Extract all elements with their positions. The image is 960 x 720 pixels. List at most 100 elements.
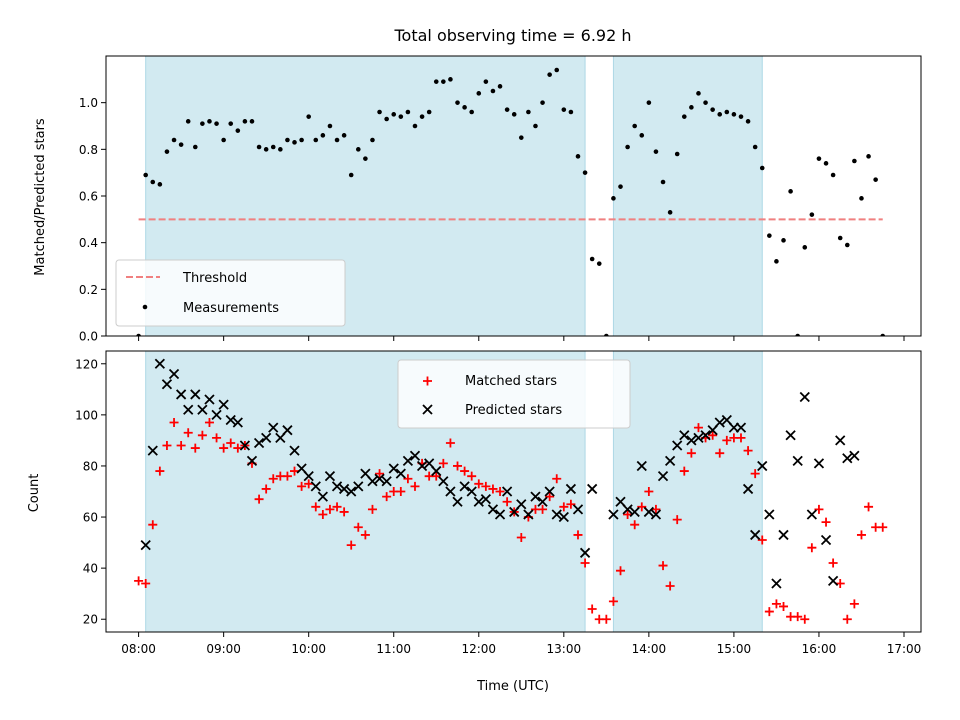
predicted-stars-point bbox=[268, 422, 279, 433]
measurements-point bbox=[880, 333, 886, 336]
bottom-y-tick-label: 120 bbox=[75, 357, 98, 371]
measurements-point bbox=[547, 72, 552, 77]
predicted-stars-point bbox=[792, 455, 803, 466]
predicted-stars-point bbox=[452, 496, 463, 507]
predicted-stars-point bbox=[310, 481, 321, 492]
legend-box bbox=[115, 259, 346, 327]
measurements-point bbox=[511, 112, 517, 117]
measurements-point bbox=[781, 238, 786, 243]
matched-stars-point bbox=[807, 543, 817, 553]
measurements-point bbox=[752, 144, 758, 150]
matched-stars-point bbox=[616, 566, 626, 576]
matched-stars-point bbox=[141, 578, 151, 588]
predicted-stars-point bbox=[303, 471, 314, 482]
measurements-point bbox=[448, 77, 453, 82]
predicted-stars-point bbox=[261, 432, 272, 443]
matched-stars-point bbox=[474, 479, 484, 489]
measurements-point bbox=[462, 105, 467, 110]
x-tick-label: 09:00 bbox=[206, 642, 241, 656]
top-y-tick-label: 0.4 bbox=[79, 236, 98, 250]
predicted-stars-point bbox=[232, 417, 243, 428]
matched-stars-point bbox=[162, 441, 172, 451]
matched-stars-point bbox=[467, 471, 477, 481]
predicted-stars-point bbox=[579, 547, 591, 558]
matched-stars-point bbox=[750, 469, 760, 479]
predicted-stars-point bbox=[381, 476, 392, 487]
predicted-stars-point bbox=[622, 504, 633, 515]
matched-stars-point bbox=[148, 520, 158, 530]
x-tick-label: 08:00 bbox=[121, 642, 156, 656]
predicted-stars-point bbox=[324, 471, 336, 482]
predicted-stars-point bbox=[679, 430, 690, 441]
x-tick-label: 10:00 bbox=[291, 642, 326, 656]
x-tick-label: 11:00 bbox=[376, 642, 411, 656]
matched-stars-point bbox=[403, 474, 413, 484]
measurements-point bbox=[554, 67, 560, 73]
predicted-stars-point bbox=[367, 476, 378, 487]
measurements-point bbox=[696, 91, 701, 96]
matched-stars-point bbox=[665, 581, 675, 591]
bottom-data-marks bbox=[134, 358, 888, 624]
measurements-point bbox=[384, 116, 389, 122]
predicted-stars-point bbox=[445, 486, 456, 497]
measurements-point bbox=[596, 261, 602, 266]
measurements-point bbox=[604, 333, 609, 336]
matched-stars-point bbox=[849, 599, 859, 609]
matched-stars-point bbox=[346, 540, 356, 550]
predicted-stars-point bbox=[757, 460, 768, 472]
predicted-stars-point bbox=[338, 483, 350, 495]
predicted-stars-point bbox=[466, 486, 477, 497]
matched-stars-point bbox=[382, 492, 392, 502]
measurements-point bbox=[419, 114, 425, 119]
bottom-legend: Matched stars Predicted stars bbox=[397, 359, 631, 429]
measurements-point bbox=[348, 172, 354, 178]
matched-stars-point bbox=[708, 430, 718, 440]
measurements-point bbox=[823, 161, 829, 166]
measurements-point bbox=[837, 235, 843, 241]
predicted-stars-point bbox=[686, 435, 697, 446]
count-panel: Count 20 40 60 80 100 120 08:00 09:00 10:00 11:00… bbox=[27, 350, 922, 656]
measurements-point bbox=[214, 121, 219, 126]
measurements-point bbox=[433, 79, 439, 84]
measurements-point bbox=[185, 119, 191, 124]
predicted-stars-point bbox=[778, 529, 789, 541]
predicted-stars-point bbox=[459, 481, 470, 492]
predicted-stars-point bbox=[346, 486, 357, 497]
predicted-stars-point bbox=[480, 494, 491, 505]
measurements-point bbox=[341, 133, 347, 138]
predicted-stars-point bbox=[516, 499, 527, 510]
matched-stars-point bbox=[318, 509, 328, 519]
measurements-point bbox=[830, 172, 836, 178]
predicted-stars-point bbox=[664, 455, 676, 466]
predicted-stars-point bbox=[289, 445, 300, 456]
measurements-point bbox=[221, 137, 226, 143]
matched-stars-point bbox=[353, 522, 363, 532]
x-tick-label: 15:00 bbox=[717, 642, 752, 656]
measurements-point bbox=[178, 142, 184, 147]
matched-stars-point bbox=[779, 601, 789, 611]
measurements-point bbox=[568, 109, 574, 115]
measurements-point bbox=[200, 121, 205, 126]
legend-measurements-label: Measurements bbox=[183, 301, 279, 316]
predicted-stars-point bbox=[672, 440, 683, 451]
matched-stars-point bbox=[375, 469, 385, 479]
predicted-stars-point bbox=[161, 379, 173, 390]
measurements-point bbox=[774, 259, 779, 264]
matched-stars-point bbox=[608, 596, 618, 606]
legend-matched-label: Matched stars bbox=[465, 374, 557, 389]
matched-stars-point bbox=[573, 530, 583, 540]
legend-measurements-swatch bbox=[142, 304, 148, 310]
measurements-point bbox=[313, 137, 319, 143]
matched-stars-point bbox=[219, 443, 229, 453]
measurements-point bbox=[561, 107, 567, 112]
measurements-point bbox=[249, 119, 255, 124]
matched-stars-point bbox=[601, 614, 611, 624]
matched-stars-point bbox=[828, 558, 838, 568]
measurements-point bbox=[518, 135, 524, 140]
measurements-point bbox=[667, 210, 673, 215]
predicted-stars-point bbox=[700, 430, 711, 441]
measurements-point bbox=[334, 137, 340, 143]
matched-stars-point bbox=[623, 509, 633, 519]
matched-stars-point bbox=[438, 458, 448, 468]
